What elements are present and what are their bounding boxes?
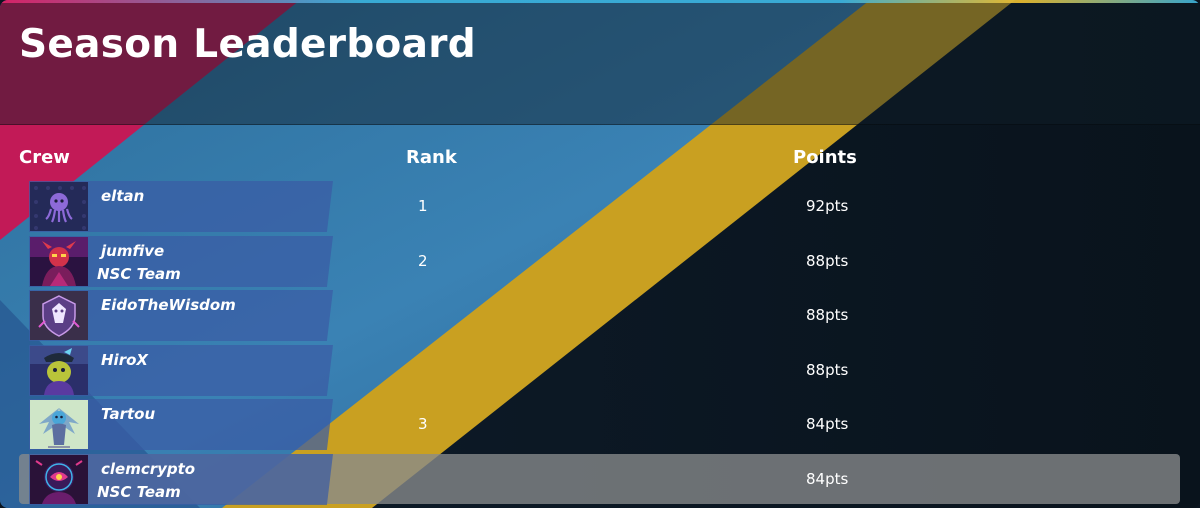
neon-helmet-avatar bbox=[30, 455, 88, 504]
purple-crest-emblem-avatar bbox=[30, 291, 88, 340]
page-title: Season Leaderboard bbox=[19, 22, 477, 67]
column-header-crew: Crew bbox=[19, 147, 70, 168]
purple-octopus-avatar bbox=[30, 182, 88, 231]
blue-winged-dragon-avatar bbox=[30, 400, 88, 449]
rank-value: 2 bbox=[418, 252, 428, 270]
rank-value: 1 bbox=[418, 197, 428, 215]
crew-team: NSC Team bbox=[97, 265, 181, 283]
points-value: 84pts bbox=[806, 415, 849, 433]
table-row[interactable]: HiroX 88pts bbox=[0, 345, 1200, 397]
table-row[interactable]: jumfive NSC Team 2 88pts bbox=[0, 236, 1200, 288]
points-value: 88pts bbox=[806, 361, 849, 379]
points-value: 92pts bbox=[806, 197, 849, 215]
crew-name: clemcrypto bbox=[101, 460, 196, 478]
table-row[interactable]: eltan 1 92pts bbox=[0, 181, 1200, 233]
red-horned-figure-avatar bbox=[30, 237, 88, 286]
crew-name: Tartou bbox=[101, 405, 156, 423]
rank-value: 3 bbox=[418, 415, 428, 433]
green-creature-avatar bbox=[30, 346, 88, 395]
table-row[interactable]: EidoTheWisdom 88pts bbox=[0, 290, 1200, 342]
column-header-rank: Rank bbox=[406, 147, 457, 168]
crew-name: jumfive bbox=[101, 242, 165, 260]
table-row[interactable]: clemcrypto NSC Team 84pts bbox=[0, 454, 1200, 506]
points-value: 88pts bbox=[806, 252, 849, 270]
points-value: 84pts bbox=[806, 470, 849, 488]
crew-name: EidoTheWisdom bbox=[101, 296, 236, 314]
table-row[interactable]: Tartou 3 84pts bbox=[0, 399, 1200, 451]
crew-team: NSC Team bbox=[97, 483, 181, 501]
header-bar bbox=[0, 0, 1200, 125]
crew-name: eltan bbox=[101, 187, 145, 205]
column-header-points: Points bbox=[793, 147, 857, 168]
top-accent-strip bbox=[0, 0, 1200, 3]
crew-name: HiroX bbox=[101, 351, 148, 369]
points-value: 88pts bbox=[806, 306, 849, 324]
